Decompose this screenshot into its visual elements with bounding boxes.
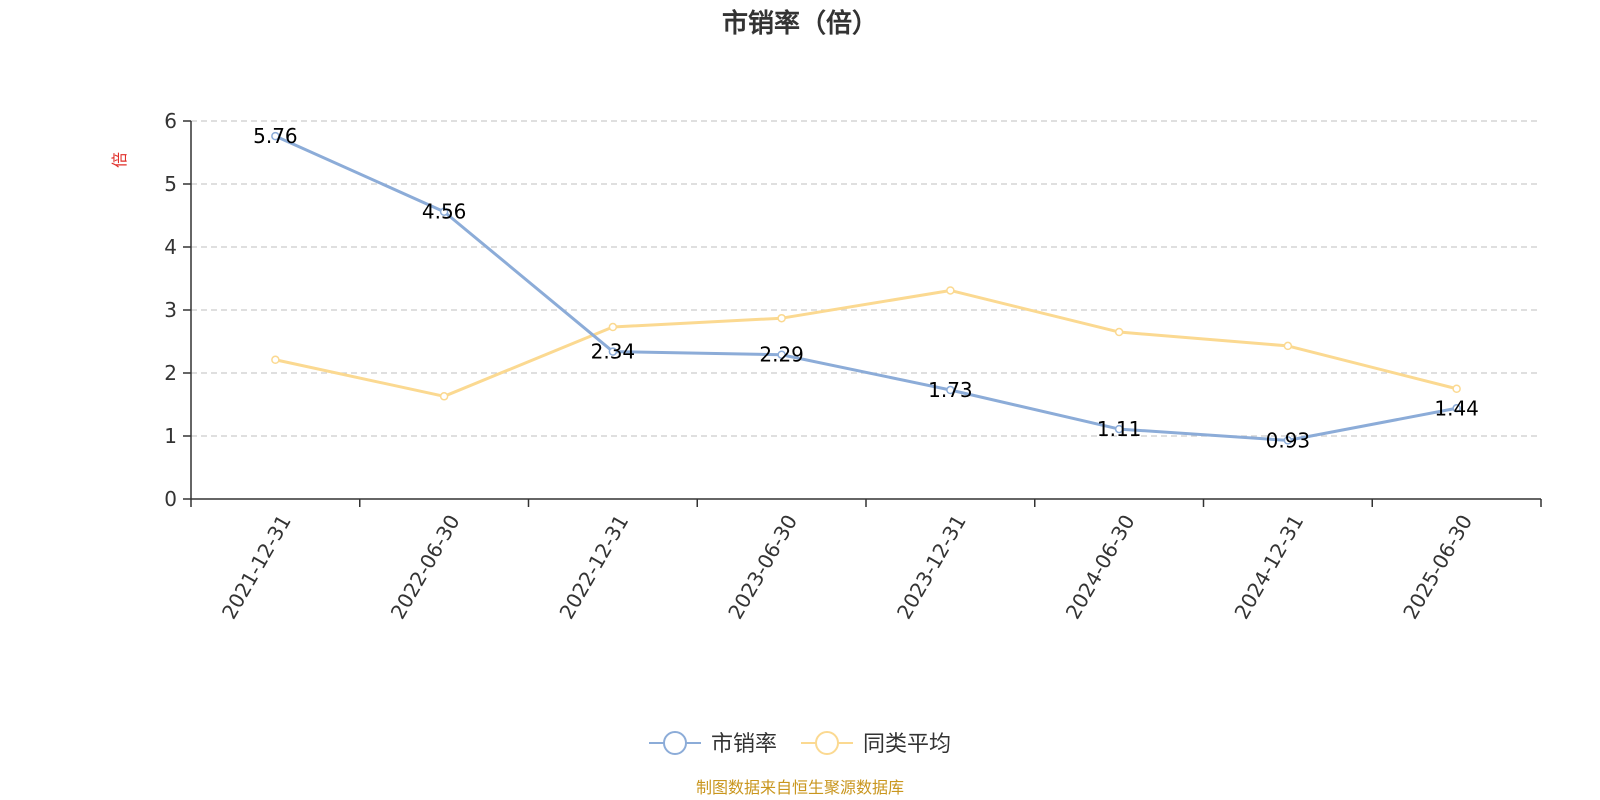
y-tick-label: 5 — [164, 172, 177, 196]
series-line-1[interactable] — [275, 288, 1457, 398]
x-tick-label: 2023-06-30 — [723, 511, 802, 624]
data-label: 1.11 — [1097, 417, 1142, 441]
x-tick-label: 2023-12-31 — [892, 511, 971, 624]
data-point[interactable] — [777, 350, 786, 359]
data-labels: 5.76 4.56 2.34 2.29 1.73 1.11 0.93 1.44 — [253, 124, 1479, 452]
data-point[interactable] — [271, 131, 280, 141]
data-point[interactable] — [946, 385, 955, 395]
data-label: 2.34 — [591, 340, 636, 364]
y-axis-label: 倍 — [110, 152, 129, 168]
series-layer — [271, 131, 1461, 445]
data-point[interactable] — [1452, 404, 1461, 413]
data-point[interactable] — [1114, 327, 1124, 337]
data-point[interactable] — [439, 207, 449, 216]
legend-marker — [815, 731, 839, 755]
x-tick-label: 2024-06-30 — [1061, 511, 1140, 624]
data-point[interactable] — [777, 313, 786, 323]
y-tick-label: 4 — [164, 235, 177, 259]
y-tick-label: 3 — [164, 298, 177, 322]
y-tick-label: 2 — [164, 361, 177, 385]
data-point[interactable] — [608, 322, 618, 332]
legend-label: 同类平均 — [863, 732, 951, 757]
x-tick-label: 2022-12-31 — [554, 511, 633, 624]
legend-marker — [663, 731, 687, 755]
data-point[interactable] — [608, 347, 618, 356]
data-point[interactable] — [1283, 341, 1293, 351]
data-label: 1.73 — [928, 378, 973, 402]
x-tick-label: 2021-12-31 — [217, 511, 296, 624]
legend-item-1[interactable]: 同类平均 — [801, 731, 951, 757]
source-note: 制图数据来自恒生聚源数据库 — [696, 778, 904, 797]
x-tick-label: 2024-12-31 — [1229, 511, 1308, 624]
data-point[interactable] — [271, 355, 280, 365]
data-point[interactable] — [1452, 384, 1461, 393]
x-tick-label: 2022-06-30 — [386, 511, 465, 624]
data-label: 0.93 — [1266, 428, 1311, 452]
y-tick-label: 1 — [164, 424, 177, 448]
y-tick-label: 0 — [164, 487, 177, 511]
grid-lines — [191, 120, 1541, 437]
y-tick-label: 6 — [164, 109, 177, 133]
data-label: 5.76 — [253, 124, 298, 148]
data-point[interactable] — [1283, 436, 1293, 445]
legend-label: 市销率 — [711, 732, 777, 757]
data-label: 4.56 — [422, 200, 467, 224]
data-label: 2.29 — [759, 343, 804, 367]
chart-title: 市销率（倍） — [722, 8, 878, 39]
data-point[interactable] — [1114, 424, 1124, 434]
data-point[interactable] — [439, 392, 449, 401]
axes: 0 1 2 3 4 5 6 2021-12-31 2022-06-30 2022-12-31 202… — [164, 109, 1542, 624]
legend-item-0[interactable]: 市销率 — [649, 731, 777, 757]
x-tick-label: 2025-06-30 — [1398, 511, 1477, 624]
data-point[interactable] — [946, 286, 955, 295]
series-line-0[interactable] — [274, 134, 1457, 442]
legend[interactable]: 市销率 同类平均 — [649, 731, 951, 757]
data-label: 1.44 — [1434, 396, 1479, 420]
